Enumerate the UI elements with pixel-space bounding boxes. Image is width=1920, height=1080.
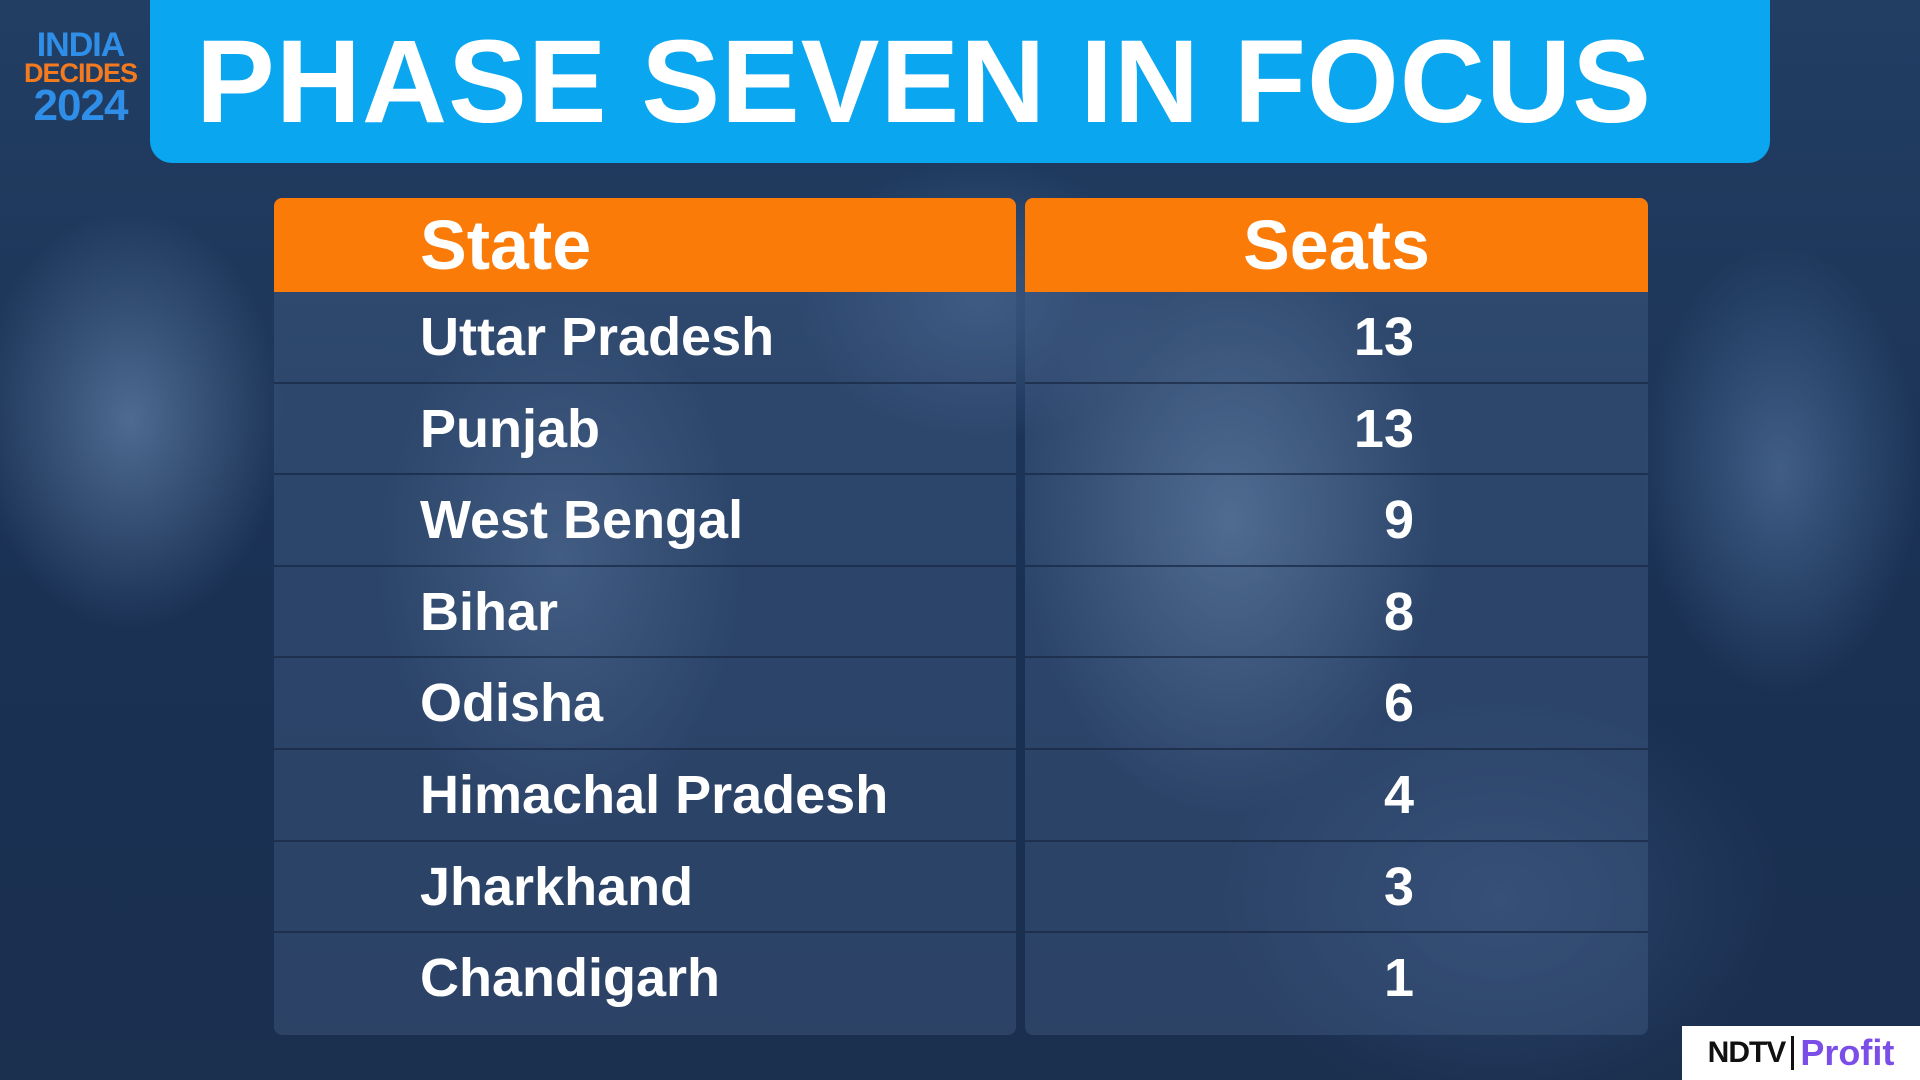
seats-cell: 9 bbox=[1383, 490, 1414, 551]
table-row: Uttar Pradesh 13 bbox=[274, 292, 1648, 384]
column-header-state: State bbox=[274, 198, 1016, 292]
ndtv-wordmark: NDTV bbox=[1707, 1036, 1787, 1069]
page-title: PHASE SEVEN IN FOCUS bbox=[196, 15, 1652, 148]
seats-cell: 1 bbox=[1383, 948, 1414, 1009]
table-header: State Seats bbox=[274, 198, 1648, 292]
seats-cell: 6 bbox=[1383, 673, 1414, 734]
state-cell: Chandigarh bbox=[420, 948, 721, 1009]
state-cell: Himachal Pradesh bbox=[420, 764, 889, 825]
logo-line-1: INDIA bbox=[36, 26, 126, 64]
state-cell: Jharkhand bbox=[420, 856, 694, 917]
seats-cell: 13 bbox=[1353, 398, 1414, 459]
state-column-background bbox=[274, 198, 1016, 1035]
state-cell: Uttar Pradesh bbox=[420, 307, 775, 367]
seats-cell: 3 bbox=[1383, 856, 1414, 917]
table-row: Himachal Pradesh 4 bbox=[274, 750, 1648, 842]
table-row: Punjab 13 bbox=[274, 384, 1648, 476]
header-banner: PHASE SEVEN IN FOCUS bbox=[150, 0, 1770, 163]
table-row: Bihar 8 bbox=[274, 567, 1648, 659]
table-row: Chandigarh 1 bbox=[274, 933, 1648, 1025]
state-cell: Punjab bbox=[420, 398, 601, 459]
logo-divider bbox=[1791, 1036, 1795, 1070]
seats-column-background bbox=[1025, 198, 1648, 1035]
state-cell: Bihar bbox=[420, 581, 559, 642]
table-row: West Bengal 9 bbox=[274, 475, 1648, 567]
profit-wordmark: Profit bbox=[1800, 1032, 1895, 1073]
seats-table: State Seats Uttar Pradesh 13 Punjab 13 W… bbox=[274, 198, 1648, 1035]
state-cell: Odisha bbox=[420, 673, 604, 734]
seats-cell: 8 bbox=[1383, 581, 1414, 642]
state-cell: West Bengal bbox=[420, 490, 744, 551]
table-row: Jharkhand 3 bbox=[274, 842, 1648, 934]
logo-line-3: 2024 bbox=[33, 81, 129, 131]
column-header-seats: Seats bbox=[1025, 198, 1648, 292]
seats-cell: 4 bbox=[1383, 764, 1414, 825]
seats-cell: 13 bbox=[1353, 307, 1414, 367]
logo-line-2: DECIDES bbox=[23, 58, 138, 89]
table-row: Odisha 6 bbox=[274, 658, 1648, 750]
ndtv-profit-logo: NDTV Profit bbox=[1682, 1026, 1920, 1080]
india-decides-logo: INDIA DECIDES 2024 bbox=[18, 26, 143, 131]
